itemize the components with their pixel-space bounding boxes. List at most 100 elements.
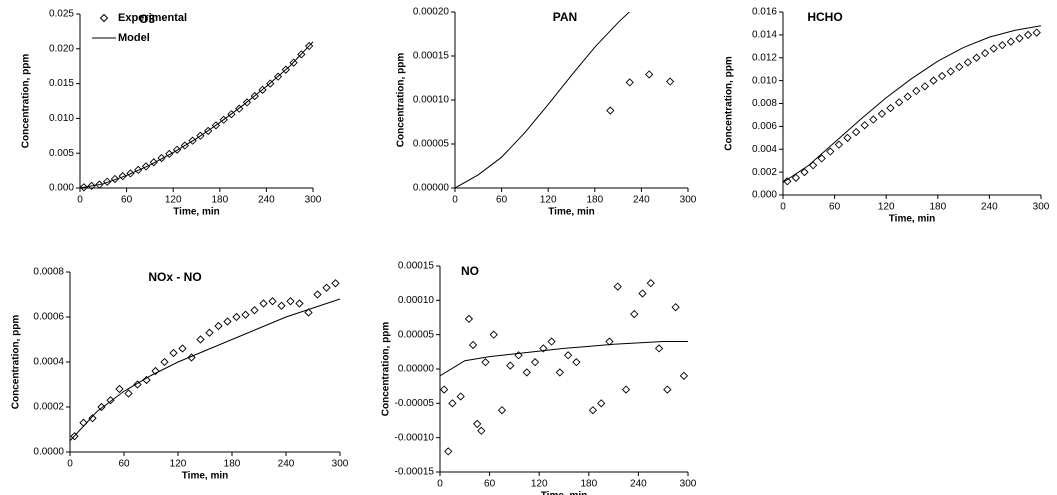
x-tick-label: 300 [680,195,697,206]
data-point [110,174,120,184]
y-tick-label: 0.014 [752,30,777,41]
y-tick-label: 0.020 [49,43,74,54]
data-point [826,147,835,156]
data-point [331,279,340,288]
data-point [79,183,89,192]
y-tick-label: 0.00000 [413,183,450,194]
data-point [671,303,680,312]
y-tick-label: 0.0002 [33,402,64,413]
data-point [497,406,507,415]
x-tick-label: 240 [258,195,275,206]
y-tick-label: 0.00020 [413,7,450,18]
x-tick-label: 240 [630,479,647,490]
data-point [800,167,809,177]
data-point [477,426,486,435]
data-point [625,78,634,87]
x-tick-label: 120 [165,195,182,206]
data-point [597,399,606,408]
data-point [783,177,792,186]
y-tick-label: 0.016 [752,7,777,18]
data-point [149,158,158,167]
data-point [223,317,232,326]
data-point [160,357,169,367]
data-point [448,399,457,408]
data-point [843,133,852,142]
chart-title: PAN [553,10,577,24]
y-tick-label: 0.025 [49,9,74,20]
data-point [791,173,801,182]
data-point [87,181,96,191]
y-tick-label: 0.015 [49,78,74,89]
x-tick-label: 60 [118,459,130,470]
x-tick-label: 300 [332,459,349,470]
y-axis-label: Concentration, ppm [396,53,407,148]
x-axis-label: Time, min [889,214,936,225]
y-tick-label: 0.00010 [398,295,435,306]
legend-marker [99,13,109,23]
y-tick-label: -0.00005 [395,398,435,409]
data-point [1006,37,1016,46]
data-point [473,419,482,429]
y-axis-label: Concentration, ppm [724,56,735,151]
data-point [178,344,187,353]
data-point [151,366,160,376]
x-tick-label: 240 [278,459,295,470]
x-tick-label: 60 [121,195,133,206]
data-point [963,58,973,67]
y-tick-label: 0.008 [752,98,777,109]
data-point [456,392,465,401]
y-axis-label: Concentration, ppm [21,54,32,149]
data-point [165,149,174,159]
legend-label: Model [118,32,150,44]
x-tick-label: 120 [878,202,895,213]
data-point [877,109,887,118]
x-tick-label: 0 [67,459,73,470]
data-point [955,62,964,72]
data-point [232,312,241,322]
x-tick-label: 60 [484,479,496,490]
data-point [851,127,861,137]
y-tick-label: 0.00015 [398,261,435,272]
data-point [214,321,223,331]
data-point [506,361,515,370]
data-point [133,380,142,389]
data-point [663,385,672,394]
data-point [886,103,895,113]
x-tick-label: 180 [586,195,603,206]
model-line [783,25,1042,183]
data-point [204,126,213,136]
data-point [259,299,268,308]
data-point [281,65,290,74]
x-tick-label: 300 [680,479,697,490]
data-point [439,385,449,394]
x-tick-label: 180 [211,195,228,206]
panel: 0.0000 0.0002 0.0004 0.0006 0.0008 0 60 120 180 2… [11,267,349,482]
x-tick-label: 120 [170,459,187,470]
chart-title: NO [461,264,479,278]
y-tick-label: 0.000 [49,183,74,194]
chart-title: O3 [139,12,155,26]
x-tick-label: 180 [580,479,597,490]
data-point [468,340,478,350]
data-point [227,110,236,119]
data-point [277,301,286,310]
y-tick-label: 0.0006 [33,312,64,323]
data-point [679,371,689,381]
x-tick-label: 0 [437,479,443,490]
data-point [946,67,955,76]
model-line [440,341,688,377]
data-point [606,106,615,115]
data-point [242,98,252,107]
data-point [834,140,844,149]
data-point [313,290,322,299]
data-point [489,330,498,339]
data-point [630,309,639,319]
legend-label: Experimental [118,12,187,24]
y-tick-label: 0.00005 [398,329,435,340]
model-line [70,298,341,442]
data-point [869,115,878,124]
data-point [547,337,556,346]
data-point [666,77,675,86]
data-point [304,41,314,51]
